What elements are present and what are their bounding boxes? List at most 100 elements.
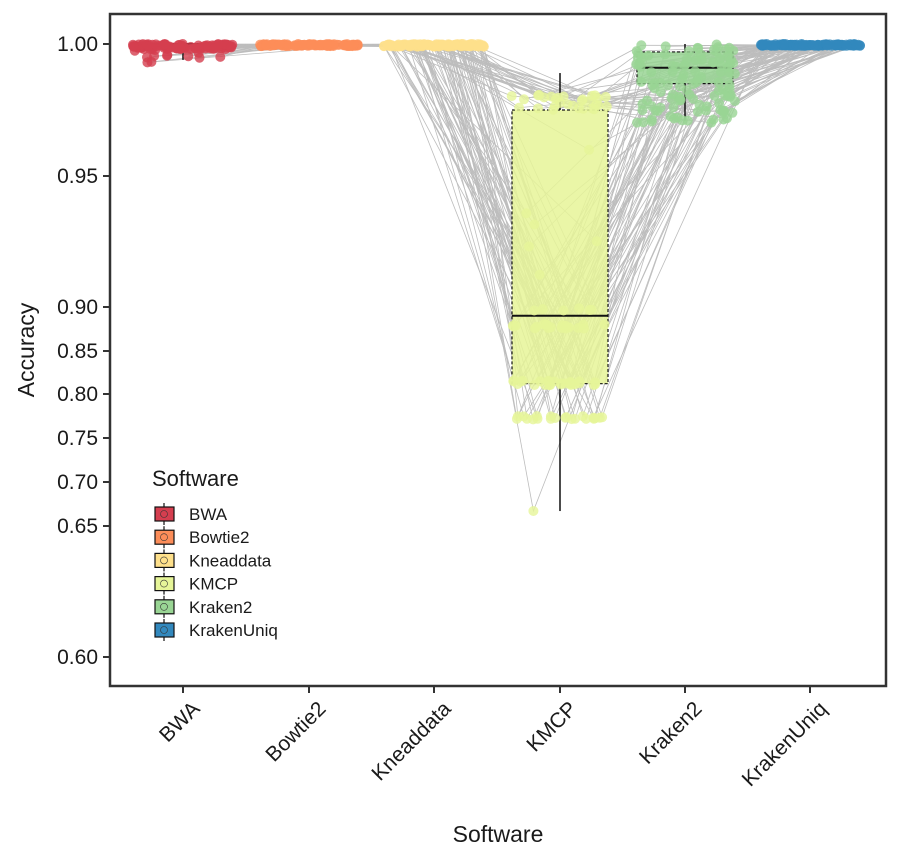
sample-point: [646, 114, 657, 125]
sample-point: [682, 115, 693, 126]
sample-point: [322, 40, 333, 51]
sample-point: [534, 269, 545, 280]
x-axis: BWA Bowtie2 Kneaddata KMCP Kraken2 KrakenUniq: [155, 686, 832, 791]
sample-point: [519, 94, 529, 105]
sample-point: [668, 102, 679, 113]
sample-point: [215, 51, 226, 62]
sample-point: [808, 40, 819, 51]
sample-point: [684, 46, 694, 57]
sample-point: [462, 40, 473, 51]
sample-point: [546, 91, 557, 102]
sample-point: [832, 40, 843, 50]
sample-points: [128, 39, 865, 516]
sample-point: [652, 106, 663, 117]
y-tick-label: 0.90: [57, 296, 98, 319]
sample-point: [531, 411, 542, 422]
sample-point: [633, 48, 644, 59]
sample-point: [512, 411, 523, 422]
sample-point: [637, 105, 648, 116]
sample-point: [574, 303, 585, 314]
sample-point: [562, 99, 573, 110]
sample-point: [690, 55, 701, 66]
y-axis-title: Accuracy: [13, 302, 39, 397]
legend-item-bowtie2: Bowtie2: [154, 526, 249, 549]
sample-point: [662, 80, 673, 91]
y-tick-label: 0.60: [57, 646, 98, 669]
sample-point: [779, 39, 789, 50]
sample-point: [529, 323, 540, 334]
sample-point: [185, 41, 196, 52]
sample-point: [160, 39, 171, 50]
sample-point: [508, 376, 519, 387]
sample-point: [537, 304, 548, 315]
sample-point: [529, 380, 540, 390]
sample-point: [584, 305, 595, 315]
sample-point: [506, 91, 517, 102]
y-tick-label: 0.80: [57, 383, 98, 406]
sample-point: [724, 67, 735, 78]
sample-point: [534, 89, 544, 100]
sample-point: [379, 41, 389, 52]
sample-point: [660, 41, 671, 52]
legend-item-kraken2: Kraken2: [154, 595, 252, 618]
sample-point: [338, 40, 349, 51]
legend-key-point: [160, 626, 168, 634]
legend-key-point: [160, 533, 168, 542]
sample-point: [151, 41, 162, 52]
sample-point: [655, 87, 666, 97]
sample-point: [757, 39, 767, 50]
y-tick-label: 0.65: [57, 515, 98, 538]
sample-point: [589, 413, 600, 424]
sample-point: [726, 54, 737, 65]
sample-point: [729, 96, 740, 107]
x-tick-label: Bowtie2: [261, 697, 330, 766]
sample-point: [577, 94, 588, 105]
legend-label: Kneaddata: [189, 551, 272, 570]
sample-point: [693, 43, 704, 54]
sample-point: [314, 39, 325, 50]
sample-point: [558, 305, 569, 316]
sample-point: [529, 219, 540, 230]
sample-point: [701, 101, 712, 112]
sample-point: [541, 319, 552, 330]
sample-point: [636, 76, 647, 87]
sample-point: [660, 49, 670, 60]
legend: Software BWA Bowtie2 Kneaddata KMCP Kraken2 K…: [152, 466, 278, 641]
legend-label: KMCP: [189, 575, 238, 594]
sample-point: [573, 323, 584, 333]
sample-point: [647, 80, 658, 91]
sample-point: [567, 378, 578, 389]
sample-point: [798, 40, 808, 51]
sample-point: [556, 322, 567, 333]
sample-point: [514, 102, 525, 113]
sample-path: [167, 44, 844, 386]
sample-point: [681, 54, 692, 64]
box-kmcp: [511, 73, 609, 512]
y-tick-label: 0.70: [57, 471, 98, 494]
y-tick-label: 1.00: [57, 33, 98, 56]
sample-point: [690, 66, 701, 77]
sample-point: [521, 208, 532, 219]
sample-point: [533, 103, 543, 114]
sample-point: [708, 114, 719, 125]
sample-point: [386, 41, 396, 52]
sample-point: [142, 52, 152, 63]
sample-point: [677, 73, 688, 84]
sample-point: [209, 43, 219, 54]
sample-point: [666, 93, 677, 104]
sample-point: [282, 41, 293, 51]
legend-label: KrakenUniq: [189, 621, 278, 640]
sample-point: [306, 39, 317, 50]
sample-point: [393, 40, 404, 51]
sample-point: [226, 42, 237, 53]
x-tick-label: KMCP: [522, 697, 581, 756]
sample-point: [183, 51, 194, 62]
legend-item-kneaddata: Kneaddata: [154, 549, 272, 572]
sample-point: [841, 40, 852, 51]
sample-point: [643, 50, 654, 61]
x-axis-title: Software: [453, 821, 544, 847]
y-axis: 0.60 0.65 0.70 0.75 0.80 0.85 0.90 0.95 1.00: [57, 33, 110, 669]
sample-point: [274, 39, 285, 50]
sample-point: [418, 39, 429, 50]
sample-point: [587, 90, 597, 101]
